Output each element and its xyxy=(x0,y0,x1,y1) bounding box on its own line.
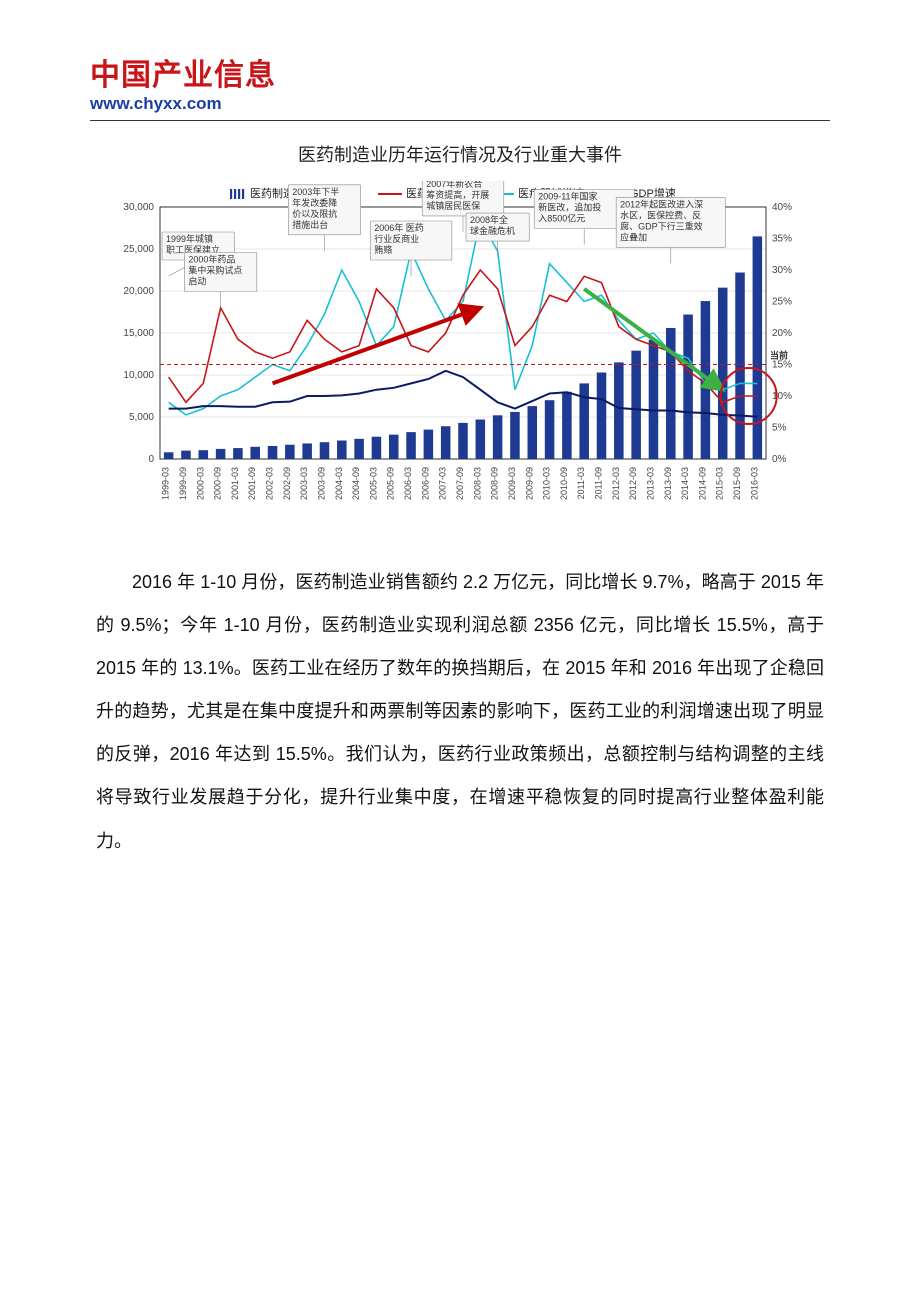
svg-text:5%: 5% xyxy=(772,422,787,433)
svg-text:价以及限抗: 价以及限抗 xyxy=(292,207,337,218)
svg-text:2000-09: 2000-09 xyxy=(213,467,223,500)
svg-text:2007-09: 2007-09 xyxy=(455,467,465,500)
svg-text:2006-03: 2006-03 xyxy=(403,467,413,500)
svg-text:2012-09: 2012-09 xyxy=(628,467,638,500)
svg-text:2008-09: 2008-09 xyxy=(490,467,500,500)
svg-text:2014-03: 2014-03 xyxy=(680,467,690,500)
logo-cn: 中国产业信息 xyxy=(90,60,830,92)
svg-text:2000年药品: 2000年药品 xyxy=(188,253,235,264)
svg-text:0%: 0% xyxy=(772,454,787,465)
svg-text:2002-03: 2002-03 xyxy=(265,467,275,500)
chart-container: 医药制造收入（亿元）医药制造增速医疗器械增速GDP增速05,00010,0001… xyxy=(110,181,810,521)
svg-text:2003-03: 2003-03 xyxy=(299,467,309,500)
svg-text:2009-09: 2009-09 xyxy=(524,467,534,500)
svg-text:2008-03: 2008-03 xyxy=(472,467,482,500)
svg-text:集中采购试点: 集中采购试点 xyxy=(188,264,242,275)
svg-text:2010-09: 2010-09 xyxy=(559,467,569,500)
svg-text:启动: 启动 xyxy=(188,275,206,286)
svg-text:2008年全: 2008年全 xyxy=(470,214,508,225)
svg-text:40%: 40% xyxy=(772,202,792,213)
svg-text:年发改委降: 年发改委降 xyxy=(292,196,337,207)
svg-text:措施出台: 措施出台 xyxy=(292,218,328,229)
svg-text:2011-09: 2011-09 xyxy=(594,467,604,499)
svg-text:2010-03: 2010-03 xyxy=(542,467,552,500)
svg-text:2004-03: 2004-03 xyxy=(334,467,344,500)
svg-text:30%: 30% xyxy=(772,265,792,276)
svg-text:30,000: 30,000 xyxy=(123,202,154,213)
svg-text:2009-11年国家: 2009-11年国家 xyxy=(538,190,597,201)
svg-text:2007年新农合: 2007年新农合 xyxy=(426,181,482,189)
svg-text:15,000: 15,000 xyxy=(123,328,154,339)
svg-text:35%: 35% xyxy=(772,233,792,244)
svg-text:2004-09: 2004-09 xyxy=(351,467,361,500)
svg-text:2015-09: 2015-09 xyxy=(732,467,742,500)
svg-text:2012-03: 2012-03 xyxy=(611,467,621,500)
svg-text:1999-03: 1999-03 xyxy=(161,467,171,500)
svg-text:15%: 15% xyxy=(772,359,792,370)
body-paragraph: 2016 年 1-10 月份，医药制造业销售额约 2.2 万亿元，同比增长 9.… xyxy=(90,561,830,863)
svg-text:当前: 当前 xyxy=(770,349,788,360)
svg-text:2012年起医改进入深: 2012年起医改进入深 xyxy=(620,198,703,209)
chart-title: 医药制造业历年运行情况及行业重大事件 xyxy=(90,141,830,167)
svg-text:贿赂: 贿赂 xyxy=(374,244,392,255)
svg-text:筹资提高，开展: 筹资提高，开展 xyxy=(426,188,489,199)
svg-text:2003-09: 2003-09 xyxy=(316,467,326,500)
svg-text:2001-03: 2001-03 xyxy=(230,467,240,500)
svg-text:2001-09: 2001-09 xyxy=(247,467,257,500)
svg-text:25,000: 25,000 xyxy=(123,244,154,255)
svg-text:1999-09: 1999-09 xyxy=(178,467,188,500)
svg-text:城镇居民医保: 城镇居民医保 xyxy=(426,199,480,210)
svg-text:水区，医保控费、反: 水区，医保控费、反 xyxy=(620,209,701,220)
page-header: 中国产业信息 www.chyxx.com xyxy=(90,60,830,121)
svg-text:2006-09: 2006-09 xyxy=(420,467,430,500)
svg-text:2007-03: 2007-03 xyxy=(438,467,448,500)
svg-text:20,000: 20,000 xyxy=(123,286,154,297)
svg-text:2009-03: 2009-03 xyxy=(507,467,517,500)
svg-text:腐、GDP下行三重效: 腐、GDP下行三重效 xyxy=(620,220,703,231)
svg-text:25%: 25% xyxy=(772,296,792,307)
svg-text:5,000: 5,000 xyxy=(129,412,154,423)
svg-text:行业反商业: 行业反商业 xyxy=(374,233,419,244)
svg-text:球金融危机: 球金融危机 xyxy=(470,225,515,236)
logo-url: www.chyxx.com xyxy=(90,94,830,114)
svg-text:2005-03: 2005-03 xyxy=(368,467,378,500)
svg-text:2000-03: 2000-03 xyxy=(195,467,205,500)
svg-text:2015-03: 2015-03 xyxy=(715,467,725,500)
svg-text:2002-09: 2002-09 xyxy=(282,467,292,500)
svg-text:2003年下半: 2003年下半 xyxy=(292,185,339,196)
svg-text:2005-09: 2005-09 xyxy=(386,467,396,500)
svg-text:2013-03: 2013-03 xyxy=(645,467,655,500)
svg-text:20%: 20% xyxy=(772,328,792,339)
svg-text:应叠加: 应叠加 xyxy=(620,231,647,242)
svg-text:10%: 10% xyxy=(772,391,792,402)
svg-text:1999年城镇: 1999年城镇 xyxy=(166,233,213,244)
svg-text:2016-03: 2016-03 xyxy=(749,467,759,500)
svg-text:2014-09: 2014-09 xyxy=(697,467,707,500)
svg-text:2011-03: 2011-03 xyxy=(576,467,586,499)
svg-text:2006年 医药: 2006年 医药 xyxy=(374,222,424,233)
combo-chart: 医药制造收入（亿元）医药制造增速医疗器械增速GDP增速05,00010,0001… xyxy=(110,181,810,521)
svg-text:0: 0 xyxy=(148,454,154,465)
svg-text:10,000: 10,000 xyxy=(123,370,154,381)
svg-text:入8500亿元: 入8500亿元 xyxy=(538,212,585,223)
svg-text:2013-09: 2013-09 xyxy=(663,467,673,500)
svg-text:新医改，追加投: 新医改，追加投 xyxy=(538,201,601,212)
